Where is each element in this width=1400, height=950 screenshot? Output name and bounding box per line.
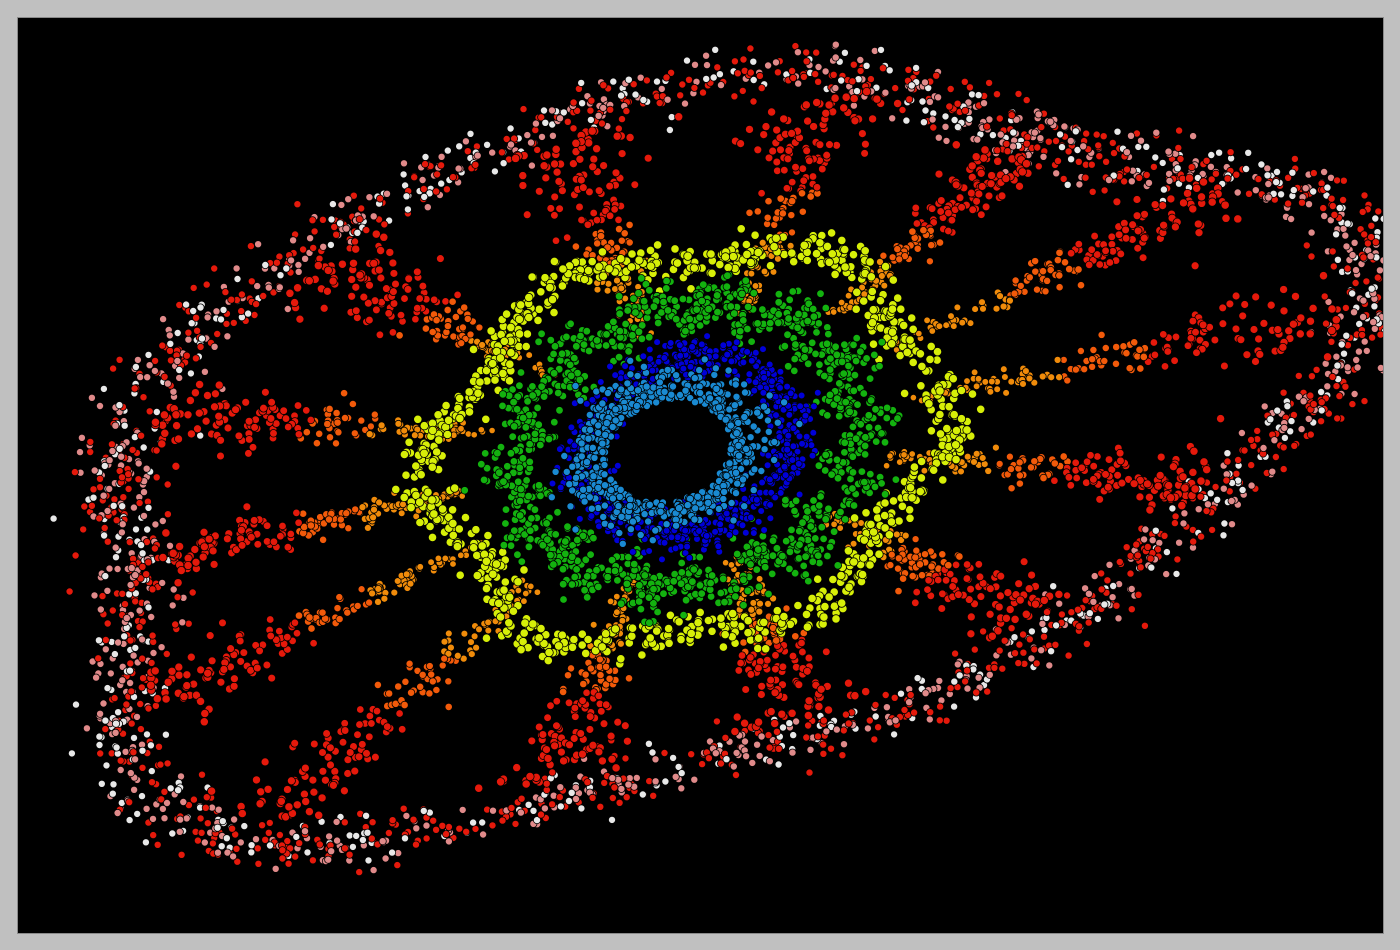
fractal-image-frame <box>17 17 1384 934</box>
yellow-ring <box>391 224 986 669</box>
fractal-image <box>49 40 1383 877</box>
cyan-core <box>547 354 804 548</box>
green-lobes <box>460 270 904 627</box>
outer-speckle-ring <box>49 40 1383 877</box>
